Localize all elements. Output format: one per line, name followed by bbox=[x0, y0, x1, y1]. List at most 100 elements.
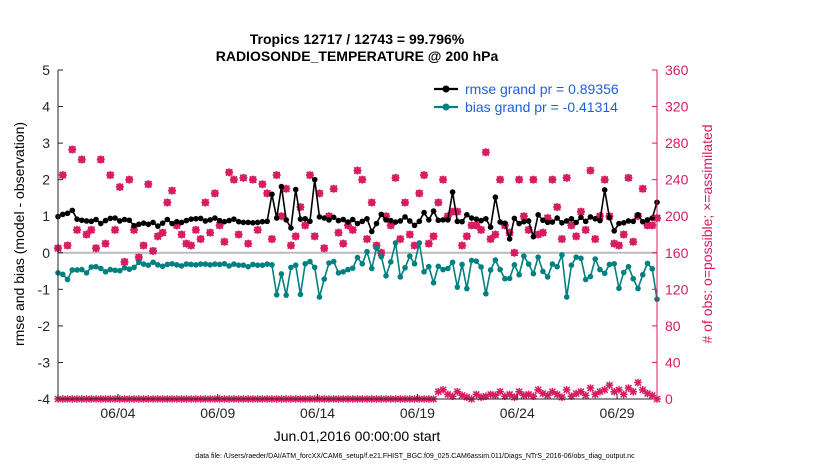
obs-assimilated-marker bbox=[305, 171, 314, 180]
obs-assimilated-marker bbox=[386, 221, 395, 230]
bias-point bbox=[64, 276, 71, 283]
y-right-tick-label: 0 bbox=[665, 391, 673, 407]
rmse-point bbox=[207, 217, 213, 223]
rmse-point bbox=[430, 208, 437, 214]
bias-point bbox=[535, 254, 541, 260]
rmse-point bbox=[197, 215, 204, 222]
rmse-point bbox=[435, 217, 442, 224]
bias-point bbox=[492, 257, 499, 263]
obs-assimilated-marker bbox=[367, 198, 376, 207]
obs-rejected-marker bbox=[439, 386, 447, 394]
obs-rejected-marker bbox=[501, 392, 509, 401]
obs-assimilated-marker bbox=[77, 155, 86, 164]
obs-assimilated-marker bbox=[543, 214, 552, 223]
obs-assimilated-marker bbox=[334, 228, 343, 237]
rmse-point bbox=[354, 220, 361, 227]
obs-assimilated-marker bbox=[177, 230, 186, 239]
y-left-tick-label: 4 bbox=[42, 99, 50, 115]
bias-point bbox=[69, 267, 76, 273]
bias-point bbox=[497, 266, 503, 273]
obs-assimilated-marker bbox=[82, 230, 91, 239]
obs-assimilated-marker bbox=[424, 239, 433, 248]
obs-rejected-marker bbox=[472, 390, 481, 399]
bias-point bbox=[216, 261, 223, 268]
rmse-point bbox=[497, 219, 503, 225]
obs-assimilated-marker bbox=[267, 235, 276, 244]
rmse-point bbox=[216, 217, 223, 224]
bias-point bbox=[283, 292, 289, 298]
y-left-tick-label: 2 bbox=[42, 172, 50, 188]
rmse-point bbox=[483, 215, 489, 222]
y-right-tick-label: 360 bbox=[665, 62, 689, 78]
bias-point bbox=[454, 284, 461, 290]
rmse-point bbox=[525, 218, 532, 224]
bias-point bbox=[601, 270, 608, 277]
bias-point bbox=[193, 262, 199, 268]
bias-point bbox=[117, 267, 123, 274]
bias-point bbox=[212, 261, 218, 267]
x-axis-label: Jun.01,2016 00:00:00 start bbox=[274, 428, 441, 444]
bias-point bbox=[416, 240, 423, 246]
obs-assimilated-marker bbox=[163, 198, 172, 207]
rmse-point bbox=[601, 187, 608, 193]
legend-rmse-label: rmse grand pr = 0.89356 bbox=[465, 81, 619, 97]
obs-assimilated-marker bbox=[68, 145, 77, 154]
x-tick-label: 06/04 bbox=[100, 405, 135, 421]
bias-point bbox=[259, 262, 266, 269]
obs-assimilated-marker bbox=[486, 235, 495, 244]
bias-point bbox=[487, 267, 494, 273]
bias-point bbox=[597, 266, 603, 273]
y-right-tick-label: 320 bbox=[665, 99, 689, 115]
bias-point bbox=[540, 268, 546, 275]
rmse-point bbox=[340, 216, 347, 223]
bias-point bbox=[644, 260, 651, 267]
bias-point bbox=[649, 266, 656, 272]
rmse-point bbox=[616, 220, 622, 227]
bias-point bbox=[311, 264, 318, 271]
bias-point bbox=[421, 268, 427, 275]
bias-point bbox=[378, 253, 385, 260]
obs-assimilated-marker bbox=[420, 171, 429, 180]
bias-point bbox=[511, 262, 518, 268]
obs-assimilated-marker bbox=[572, 232, 581, 241]
rmse-point bbox=[521, 218, 527, 225]
obs-rejected-marker bbox=[638, 386, 647, 394]
obs-assimilated-marker bbox=[248, 175, 257, 184]
obs-rejected-marker bbox=[477, 393, 485, 401]
bias-point bbox=[459, 261, 465, 268]
obs-assimilated-marker bbox=[234, 230, 243, 239]
obs-assimilated-marker bbox=[410, 241, 419, 250]
rmse-point bbox=[240, 219, 247, 226]
bias-point bbox=[521, 253, 527, 259]
rmse-point bbox=[411, 222, 418, 229]
rmse-point bbox=[606, 214, 613, 221]
rmse-point bbox=[326, 217, 332, 223]
obs-rejected-marker bbox=[619, 390, 628, 399]
obs-assimilated-marker bbox=[434, 198, 443, 207]
bias-point bbox=[402, 264, 408, 271]
bias-point bbox=[478, 264, 484, 270]
rmse-point bbox=[582, 218, 589, 225]
rmse-point bbox=[88, 218, 95, 225]
obs-assimilated-marker bbox=[229, 175, 238, 184]
obs-assimilated-marker bbox=[286, 241, 295, 250]
obs-assimilated-marker bbox=[244, 239, 253, 248]
y-right-tick-label: 120 bbox=[665, 281, 689, 297]
y-right-tick-label: 200 bbox=[665, 208, 689, 224]
obs-assimilated-marker bbox=[111, 225, 120, 234]
rmse-point bbox=[259, 218, 266, 225]
obs-assimilated-marker bbox=[239, 173, 248, 182]
obs-assimilated-marker bbox=[92, 244, 101, 253]
rmse-point bbox=[568, 215, 575, 222]
rmse-point bbox=[269, 191, 275, 198]
bias-point bbox=[397, 274, 404, 280]
rmse-point bbox=[364, 215, 370, 222]
obs-assimilated-marker bbox=[134, 253, 143, 262]
rmse-point bbox=[387, 217, 394, 224]
rmse-point bbox=[459, 218, 465, 225]
rmse-point bbox=[535, 211, 541, 218]
obs-rejected-marker bbox=[558, 393, 566, 401]
rmse-point bbox=[278, 183, 285, 190]
x-tick-label: 06/19 bbox=[400, 405, 435, 421]
